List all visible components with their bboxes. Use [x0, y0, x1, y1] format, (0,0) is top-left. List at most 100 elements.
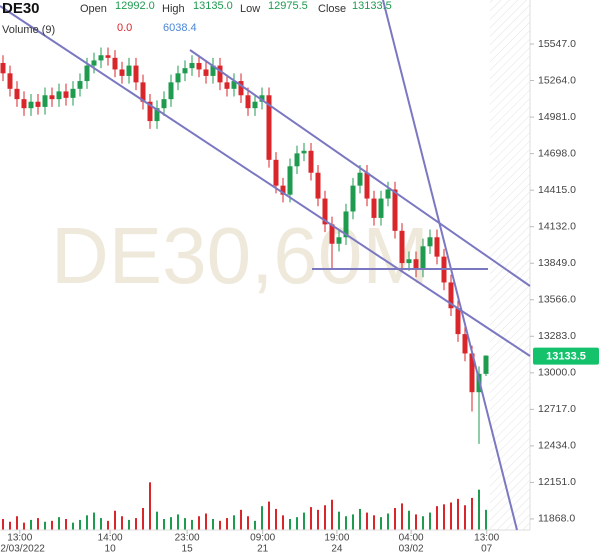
volume-bar — [275, 508, 277, 530]
volume-bar — [394, 508, 396, 530]
legend-value: 13133.5 — [352, 0, 392, 12]
volume-bar — [135, 518, 137, 530]
y-tick-label: 15264.0 — [538, 74, 576, 86]
volume-bar — [310, 507, 312, 530]
y-tick-label: 14415.0 — [538, 184, 576, 196]
volume-bar — [324, 505, 326, 530]
volume-bar — [226, 518, 228, 530]
candle-body — [231, 81, 237, 89]
last-price-tag: 13133.5 — [533, 347, 599, 365]
candle-body — [21, 99, 27, 109]
last-price-label: 13133.5 — [546, 350, 586, 362]
volume-bar — [303, 512, 305, 530]
volume-bar — [2, 519, 4, 530]
volume-bar — [156, 511, 158, 530]
candle-body — [413, 259, 419, 270]
watermark: DE30,60M — [51, 211, 429, 300]
candle-body — [175, 73, 181, 83]
y-tick-label: 14132.0 — [538, 220, 576, 232]
candle-body — [315, 172, 321, 199]
volume-bar — [86, 515, 88, 530]
candle-body — [238, 81, 244, 96]
volume-label: Volume (9) — [2, 24, 55, 36]
candle-body — [427, 237, 433, 247]
candle-body — [399, 230, 405, 264]
candle-body — [280, 185, 286, 195]
candle-body — [420, 246, 426, 270]
candle-body — [28, 101, 34, 109]
volume-bar — [338, 511, 340, 530]
candle-body — [203, 69, 209, 76]
candle-body — [147, 101, 153, 122]
candle-body — [371, 198, 377, 218]
x-tick-date: 21 — [257, 544, 269, 555]
candle-body — [98, 55, 104, 61]
x-tick-label: 19:00 — [324, 533, 349, 544]
candle-body — [406, 259, 412, 264]
candle-body — [112, 57, 118, 70]
candle-body — [322, 198, 328, 225]
candle-body — [133, 65, 139, 83]
last-price-box — [533, 347, 599, 365]
volume-bar — [149, 482, 151, 530]
volume-bar — [485, 509, 487, 530]
volume-bar — [247, 516, 249, 530]
volume-bar — [464, 505, 466, 530]
volume-bar — [317, 509, 319, 530]
volume-bar — [107, 520, 109, 530]
volume-bar — [9, 521, 11, 530]
candle-body — [7, 73, 13, 89]
volume-bar — [268, 501, 270, 530]
candle-body — [308, 150, 314, 173]
volume-bar — [471, 497, 473, 530]
candle-body — [287, 166, 293, 195]
volume-bar — [373, 515, 375, 530]
candle-body — [63, 91, 69, 98]
y-tick-label: 13283.0 — [538, 330, 576, 342]
x-tick-date: 03/02 — [399, 544, 424, 555]
volume-bar — [58, 517, 60, 530]
candle-body — [119, 69, 125, 76]
volume-bar — [142, 508, 144, 530]
volume-bar — [408, 510, 410, 530]
volume-bar — [170, 517, 172, 530]
candle-body — [350, 185, 356, 212]
symbol: DE30 — [2, 0, 40, 17]
candle-body — [364, 172, 370, 199]
volume-bar — [478, 489, 480, 530]
candle-body — [483, 355, 489, 374]
y-tick-label: 12151.0 — [538, 476, 576, 488]
volume-bar — [296, 517, 298, 530]
candle-body — [91, 60, 97, 66]
volume-bar — [114, 510, 116, 530]
candle-body — [434, 237, 440, 257]
x-tick-date: 10 — [105, 544, 117, 555]
legend-value: 12975.5 — [268, 0, 308, 12]
volume-value: 6038.4 — [163, 22, 197, 34]
x-tick-date: 02/03/2022 — [0, 544, 45, 555]
volume-bar — [429, 512, 431, 530]
y-tick-label: 13849.0 — [538, 257, 576, 269]
candle-body — [329, 224, 335, 244]
candle-body — [154, 108, 160, 122]
volume-bar — [121, 516, 123, 530]
volume-bar — [401, 503, 403, 530]
x-tick-date: 07 — [481, 544, 493, 555]
x-tick-label: 09:00 — [250, 533, 275, 544]
volume-bar — [93, 512, 95, 530]
candle-body — [84, 65, 90, 82]
y-tick-label: 13566.0 — [538, 294, 576, 306]
candle-body — [224, 82, 230, 89]
candle-body — [168, 82, 174, 100]
x-tick-label: 13:00 — [474, 533, 499, 544]
volume-bar — [254, 520, 256, 530]
future-area — [490, 0, 530, 530]
x-tick-date: 24 — [331, 544, 343, 555]
volume-bar — [331, 499, 333, 530]
x-tick-date: 15 — [182, 544, 194, 555]
volume-bar — [387, 513, 389, 530]
x-tick-label: 14:00 — [98, 533, 123, 544]
x-tick-label: 13:00 — [7, 533, 32, 544]
volume-bar — [352, 514, 354, 530]
